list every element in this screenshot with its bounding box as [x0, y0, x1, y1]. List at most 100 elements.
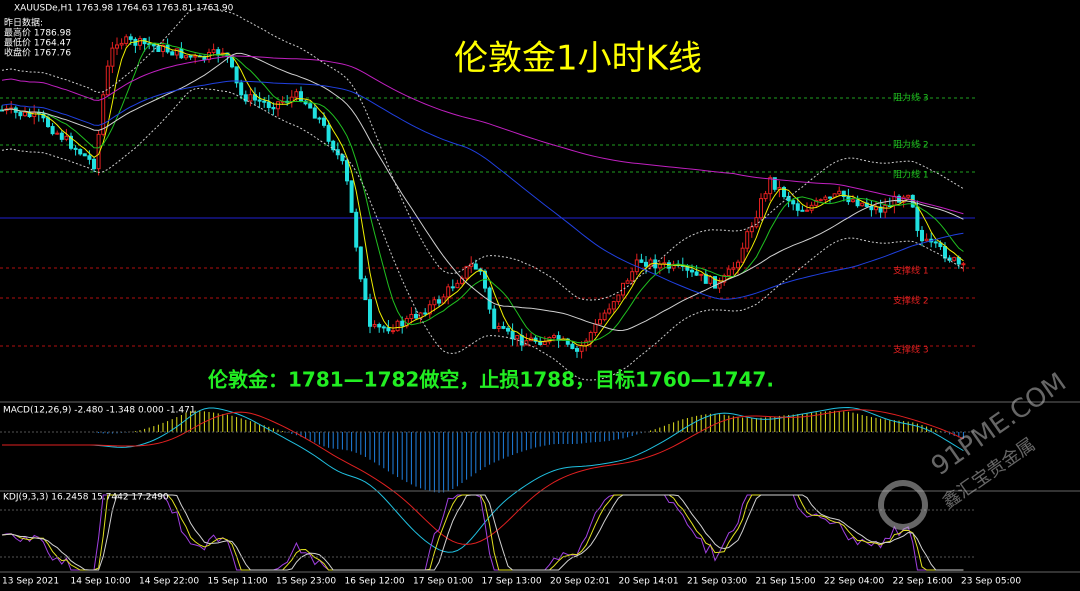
candle-body: [55, 132, 60, 135]
time-label: 17 Sep 01:00: [413, 577, 473, 587]
candle-body: [87, 155, 92, 160]
candle-body: [115, 44, 119, 49]
candle-body: [496, 326, 501, 329]
candle-body: [515, 335, 520, 340]
candle-body: [78, 148, 83, 155]
ma-line: [1, 55, 964, 215]
candle-body: [759, 198, 763, 219]
candle-body: [602, 312, 607, 321]
candle-body: [772, 177, 777, 190]
candle-body: [841, 190, 846, 198]
time-label: 14 Sep 10:00: [71, 577, 131, 587]
candle-body: [124, 36, 129, 44]
candle-body: [202, 55, 207, 60]
candle-body: [331, 140, 336, 151]
candle-body: [437, 299, 441, 304]
candle-body: [736, 261, 740, 269]
candle-body: [749, 226, 754, 233]
candle-body: [524, 340, 529, 346]
candle-body: [409, 313, 414, 320]
candle-body: [248, 94, 253, 102]
ma-line: [1, 42, 964, 344]
candle-body: [717, 281, 722, 289]
level-label: 支撑线 1: [893, 265, 929, 277]
candle-body: [59, 132, 64, 140]
candle-body: [791, 200, 796, 205]
candle-body: [161, 44, 165, 52]
candle-body: [814, 199, 819, 206]
candle-body: [726, 268, 731, 277]
candle-body: [538, 340, 543, 345]
candle-body: [156, 45, 161, 52]
candle-body: [64, 135, 69, 140]
candle-body: [621, 282, 625, 296]
candle-body: [276, 101, 280, 110]
candle-body: [782, 187, 786, 198]
candle-body: [584, 340, 589, 346]
candle-body: [731, 267, 736, 270]
candle-body: [805, 209, 809, 212]
candle-body: [391, 330, 395, 333]
candle-body: [869, 205, 874, 211]
macd-signal: [2, 409, 964, 545]
ma-line: [1, 80, 964, 300]
candle-body: [82, 153, 87, 157]
time-label: 21 Sep 15:00: [756, 577, 816, 587]
candle-body: [92, 158, 96, 170]
candle-body: [308, 103, 313, 109]
time-label: 22 Sep 04:00: [824, 577, 884, 587]
candle-body: [598, 319, 602, 325]
candle-body: [501, 326, 506, 329]
candle-body: [188, 55, 193, 58]
chart-title: 伦敦金1小时K线: [454, 39, 702, 79]
candle-body: [46, 117, 50, 128]
kdj-label: KDJ(9,3,3) 16.2458 15.7442 17.2490: [3, 493, 169, 503]
candle-body: [851, 199, 855, 203]
candle-body: [492, 308, 497, 329]
candle-body: [427, 304, 432, 315]
chart-area: [0, 7, 975, 571]
candle-body: [906, 194, 911, 198]
time-label: 13 Sep 2021: [2, 577, 59, 587]
candle-body: [432, 299, 437, 306]
candle-body: [450, 286, 455, 289]
candle-body: [395, 320, 400, 332]
candle-body: [639, 259, 644, 263]
candle-body: [952, 257, 957, 261]
candle-body: [897, 195, 901, 203]
candle-body: [874, 206, 878, 211]
info-title: 昨日数据:: [4, 17, 43, 29]
candle-body: [69, 135, 73, 149]
candle-body: [303, 100, 308, 105]
candle-body: [368, 299, 372, 327]
bollinger-band: [1, 7, 964, 301]
candle-body: [464, 265, 469, 279]
time-label: 20 Sep 02:01: [550, 577, 610, 587]
info-line: 最低价 1764.47: [4, 37, 71, 49]
candle-body: [266, 101, 271, 108]
candle-body: [768, 177, 773, 195]
candle-body: [354, 211, 359, 248]
candle-body: [234, 66, 239, 84]
candle-body: [363, 278, 368, 301]
candle-body: [110, 47, 115, 67]
candle-body: [340, 154, 345, 162]
candle-body: [961, 263, 966, 266]
candle-body: [73, 147, 78, 150]
candle-body: [593, 323, 598, 334]
info-line: 最高价 1786.98: [4, 27, 71, 39]
candle-body: [174, 48, 179, 56]
kdj-d: [1, 494, 964, 571]
time-label: 15 Sep 23:00: [276, 577, 336, 587]
candle-body: [32, 111, 37, 118]
candle-body: [510, 330, 515, 340]
time-label: 23 Sep 05:00: [961, 577, 1021, 587]
candle-body: [345, 160, 349, 182]
candle-body: [414, 313, 418, 319]
time-label: 14 Sep 22:00: [139, 577, 199, 587]
candle-body: [570, 343, 575, 350]
candle-body: [446, 286, 451, 298]
candle-body: [455, 282, 460, 289]
candle-body: [938, 242, 943, 248]
